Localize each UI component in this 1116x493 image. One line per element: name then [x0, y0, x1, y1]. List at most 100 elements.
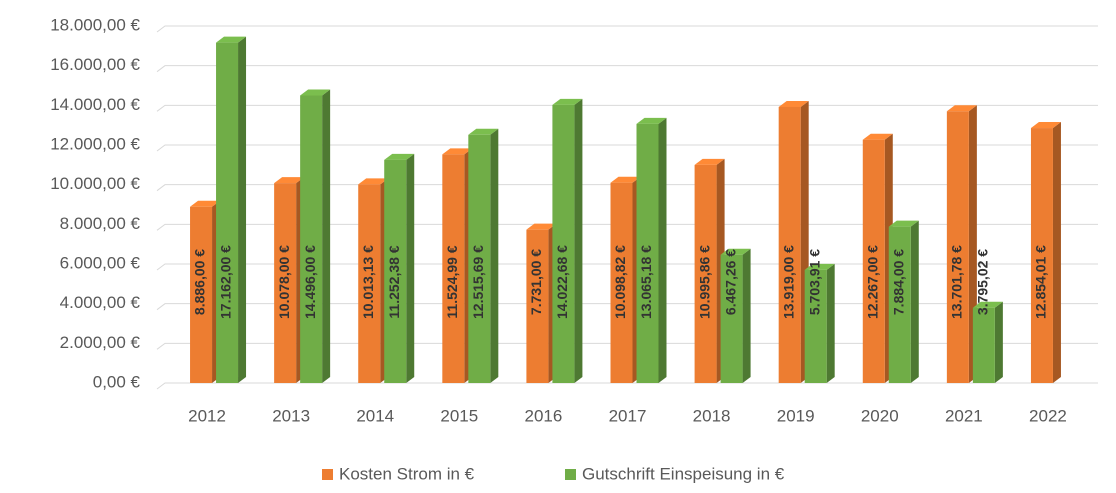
x-tick-label: 2017: [609, 406, 647, 425]
bar: [468, 128, 499, 383]
bar-front: [216, 42, 239, 384]
x-tick-label: 2019: [777, 406, 815, 425]
y-tick-label: 6.000,00 €: [60, 253, 141, 272]
y-tick-label: 8.000,00 €: [60, 214, 141, 233]
value-label: 17.162,00 €: [218, 245, 234, 319]
bar: [778, 100, 809, 384]
grid-line: [156, 25, 1098, 33]
bar: [946, 105, 977, 383]
bar-side: [238, 36, 247, 384]
bar-front: [1030, 128, 1053, 383]
bar-side: [406, 153, 415, 383]
bar-front: [720, 254, 743, 383]
value-label: 3.795,02 €: [975, 249, 991, 315]
bar-top: [526, 223, 557, 230]
bar-side: [994, 301, 1003, 383]
value-label: 7.731,00 €: [528, 249, 544, 315]
value-label: 13.701,78 €: [949, 245, 965, 319]
bar-top: [694, 158, 725, 165]
value-label: 13.065,18 €: [638, 245, 654, 319]
bar-front: [778, 106, 801, 384]
y-tick-label: 12.000,00 €: [50, 134, 140, 153]
bar-top: [1030, 122, 1061, 129]
value-label: 12.267,00 €: [864, 245, 880, 319]
bar-top: [442, 148, 473, 155]
x-tick-label: 2015: [440, 406, 478, 425]
bar-top: [300, 89, 331, 96]
bar-front: [946, 111, 969, 383]
legend-label: Gutschrift Einspeisung in €: [582, 464, 785, 483]
legend-label: Kosten Strom in €: [339, 464, 475, 483]
bar: [972, 301, 1003, 383]
bar: [636, 117, 667, 383]
bar-front: [190, 206, 213, 383]
value-label: 12.854,01 €: [1033, 245, 1049, 319]
x-tick-label: 2016: [524, 406, 562, 425]
y-tick-label: 4.000,00 €: [60, 293, 141, 312]
bar-front: [862, 139, 885, 383]
bar: [216, 36, 247, 384]
value-label: 5.703,91 €: [806, 249, 822, 315]
bar-front: [972, 307, 995, 383]
y-tick-label: 2.000,00 €: [60, 333, 141, 352]
x-tick-label: 2020: [861, 406, 899, 425]
legend-swatch: [565, 469, 576, 480]
bar-top: [468, 128, 499, 135]
bar-top: [946, 105, 977, 112]
bar: [300, 89, 331, 383]
value-label: 14.022,68 €: [554, 245, 570, 319]
bar: [1030, 122, 1061, 383]
x-tick-label: 2021: [945, 406, 983, 425]
value-label: 11.252,38 €: [386, 245, 402, 318]
bar-side: [1052, 122, 1061, 383]
value-label: 13.919,00 €: [780, 245, 796, 319]
bar-front: [888, 226, 911, 383]
bar-top: [888, 220, 919, 227]
bar-front: [300, 95, 323, 383]
x-tick-label: 2022: [1029, 406, 1067, 425]
x-tick-label: 2014: [356, 406, 394, 425]
x-tick-label: 2013: [272, 406, 310, 425]
bar-top: [804, 263, 835, 270]
bar-side: [826, 263, 835, 383]
bar-top: [972, 301, 1003, 308]
value-label: 12.515,69 €: [470, 245, 486, 319]
grid-line: [156, 65, 1098, 73]
bar-front: [694, 164, 717, 383]
value-label: 11.524,99 €: [444, 245, 460, 318]
bar-front: [804, 269, 827, 383]
bar-top: [190, 200, 221, 207]
value-label: 10.995,86 €: [696, 245, 712, 319]
bar-front: [552, 104, 575, 383]
bar: [720, 248, 751, 383]
bar-top: [610, 176, 641, 183]
bar-front: [442, 154, 465, 383]
bar-front: [274, 183, 297, 383]
value-label: 14.496,00 €: [302, 245, 318, 319]
bar-side: [742, 248, 751, 383]
bar-top: [274, 177, 305, 184]
value-label: 7.884,00 €: [890, 249, 906, 315]
value-label: 8.886,00 €: [192, 249, 208, 315]
bar-side: [574, 98, 583, 383]
y-tick-label: 0,00 €: [93, 372, 141, 391]
bar-front: [468, 134, 491, 383]
y-tick-label: 18.000,00 €: [50, 15, 140, 34]
bar-front: [636, 123, 659, 383]
bar-top: [636, 117, 667, 124]
bar-front: [526, 229, 549, 383]
value-label: 10.078,00 €: [276, 245, 292, 319]
x-tick-label: 2018: [693, 406, 731, 425]
bar-front: [610, 182, 633, 383]
y-tick-label: 14.000,00 €: [50, 95, 140, 114]
bar: [804, 263, 835, 383]
bar-top: [216, 36, 247, 43]
x-tick-label: 2012: [188, 406, 226, 425]
y-tick-label: 16.000,00 €: [50, 55, 140, 74]
bar-side: [490, 128, 499, 383]
bar: [384, 153, 415, 383]
bar: [552, 98, 583, 383]
bar: [888, 220, 919, 383]
bar-front: [358, 184, 381, 383]
